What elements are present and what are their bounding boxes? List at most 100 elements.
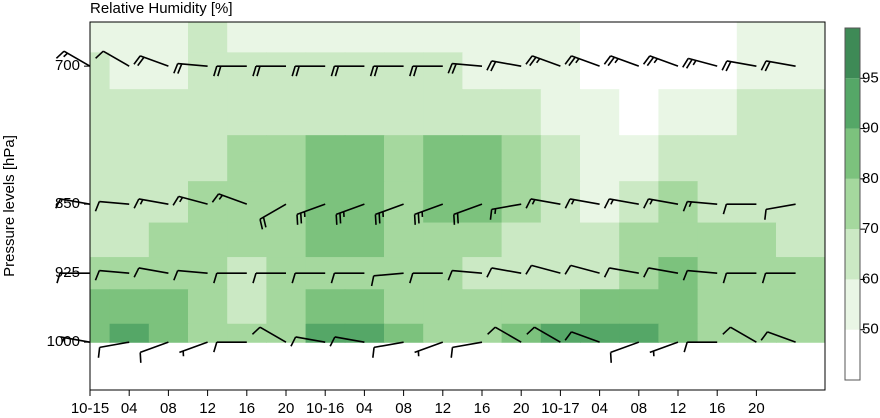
- wind-barb: [682, 269, 718, 281]
- rh-cell: [188, 181, 228, 224]
- rh-cell: [305, 323, 346, 343]
- chart-title: Relative Humidity [%]: [90, 0, 233, 17]
- rh-cell: [501, 257, 542, 290]
- wind-barb: [761, 272, 796, 284]
- wind-barb: [649, 341, 679, 357]
- rh-cell: [344, 289, 385, 325]
- rh-cell: [148, 289, 189, 325]
- colorbar-label: 60: [862, 270, 879, 287]
- x-tick-label: 08: [160, 400, 177, 417]
- rh-cell: [658, 222, 699, 258]
- rh-cell: [776, 289, 825, 325]
- rh-cell: [109, 289, 150, 325]
- rh-cell: [188, 89, 228, 136]
- rh-cell: [90, 289, 111, 325]
- wind-barb: [564, 264, 600, 275]
- colorbar-label: 80: [862, 170, 879, 187]
- rh-cell: [188, 135, 228, 182]
- x-tick-label: 16: [709, 400, 726, 417]
- rh-cell: [148, 52, 189, 90]
- rh-cell: [658, 22, 699, 53]
- rh-cell: [109, 257, 150, 290]
- rh-cell: [462, 257, 503, 290]
- rh-cell: [540, 222, 581, 258]
- colorbar-segment: [845, 78, 860, 129]
- rh-cell: [501, 135, 542, 182]
- wind-barb: [94, 269, 130, 281]
- rh-cell: [266, 89, 307, 136]
- wind-barb: [60, 336, 91, 343]
- rh-cell: [423, 323, 463, 343]
- rh-cell: [384, 22, 424, 53]
- rh-cell: [697, 323, 738, 343]
- rh-cell: [697, 135, 738, 182]
- rh-cell: [227, 135, 267, 182]
- wind-barb: [251, 326, 287, 343]
- x-tick-label: 20: [278, 400, 295, 417]
- rh-cell: [148, 22, 189, 53]
- colorbar-segment: [845, 329, 860, 380]
- colorbar-segment: [845, 279, 860, 330]
- rh-cell: [619, 22, 659, 53]
- rh-cell: [658, 257, 699, 290]
- rh-cell: [90, 323, 111, 343]
- rh-cell: [266, 222, 307, 258]
- colorbar-label: 95: [862, 69, 879, 86]
- rh-cell: [423, 181, 463, 224]
- rh-cell: [188, 52, 228, 90]
- rh-cell: [501, 222, 542, 258]
- x-tick-label: 08: [395, 400, 412, 417]
- wind-barb: [369, 65, 404, 77]
- rh-cell: [90, 135, 111, 182]
- rh-cell: [90, 22, 111, 53]
- rh-cell: [462, 222, 503, 258]
- x-tick-label: 12: [434, 400, 451, 417]
- rh-cell: [462, 323, 503, 343]
- rh-cell: [148, 222, 189, 258]
- colorbar-segment: [845, 28, 860, 79]
- wind-barb: [414, 341, 444, 357]
- rh-cell: [423, 289, 463, 325]
- wind-barb: [94, 200, 130, 212]
- rh-cell: [697, 89, 738, 136]
- rh-cell: [266, 52, 307, 90]
- rh-cell: [501, 323, 542, 343]
- rh-cell: [697, 22, 738, 53]
- x-tick-label: 20: [513, 400, 530, 417]
- wind-barb: [291, 65, 326, 77]
- rh-cell: [423, 89, 463, 136]
- wind-barb: [764, 203, 796, 220]
- rh-cell: [305, 52, 346, 90]
- rh-cell: [736, 222, 777, 258]
- rh-cell: [540, 89, 581, 136]
- rh-cell: [109, 89, 150, 136]
- wind-barb: [525, 264, 561, 275]
- rh-cell: [736, 135, 777, 182]
- rh-cell: [148, 89, 189, 136]
- wind-barb: [409, 272, 443, 284]
- rh-cell: [305, 181, 346, 224]
- rh-cell: [776, 89, 825, 136]
- rh-cell: [619, 323, 659, 343]
- wind-barb: [603, 198, 639, 209]
- rh-cell: [384, 289, 424, 325]
- wind-barb: [97, 341, 130, 358]
- rh-cell: [501, 89, 542, 136]
- rh-cell: [109, 323, 150, 343]
- rh-cell: [736, 289, 777, 325]
- rh-cell: [658, 52, 699, 90]
- colorbar-label: 50: [862, 321, 879, 338]
- x-tick-label: 12: [670, 400, 687, 417]
- rh-cell: [266, 289, 307, 325]
- x-tick-label: 16: [474, 400, 491, 417]
- rh-cell: [266, 22, 307, 53]
- wind-barb: [291, 272, 326, 284]
- wind-barb: [139, 341, 169, 363]
- wind-barb: [760, 60, 796, 72]
- wind-barb: [722, 203, 757, 215]
- wind-barb: [173, 269, 208, 281]
- wind-barb: [486, 267, 522, 278]
- wind-barb: [564, 55, 600, 67]
- wind-barb: [722, 272, 757, 284]
